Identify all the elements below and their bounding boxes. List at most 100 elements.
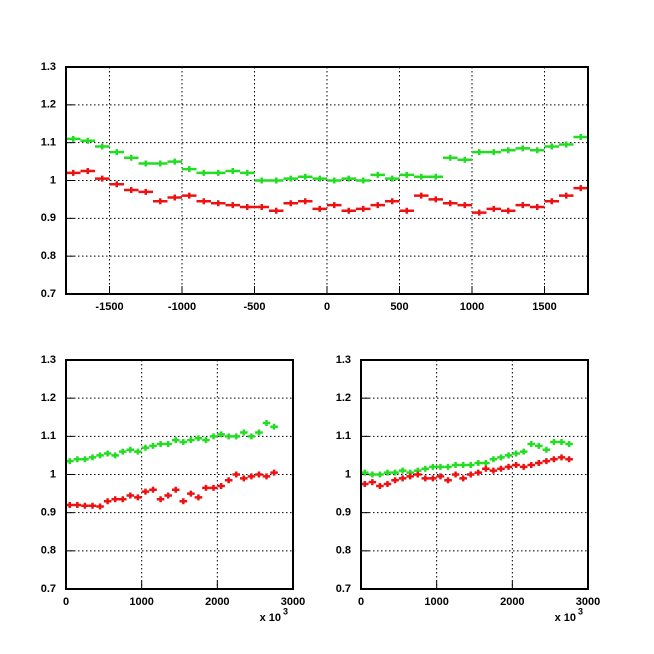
data-point (66, 169, 81, 176)
data-point (298, 198, 313, 205)
data-point (428, 173, 443, 180)
x-tick-label: 1000 (424, 596, 448, 608)
data-point (544, 198, 559, 205)
data-point (399, 207, 414, 214)
y-tick-label: 1 (50, 468, 56, 480)
data-point (327, 177, 342, 184)
x-tick-label: 2000 (500, 596, 524, 608)
data-point (356, 177, 371, 184)
data-point (298, 173, 313, 180)
data-point (497, 454, 505, 461)
data-point (544, 143, 559, 150)
y-tick-label: 1.2 (336, 392, 351, 404)
data-point (436, 463, 445, 470)
data-point (482, 460, 490, 467)
y-tick-label: 1.1 (41, 430, 56, 442)
x-scale-exponent: 3 (283, 606, 288, 616)
x-tick-label: -500 (243, 301, 265, 313)
data-point (225, 202, 240, 209)
data-point (312, 205, 327, 212)
data-point (557, 454, 566, 461)
data-point (167, 194, 182, 201)
data-point (472, 209, 487, 216)
data-point (255, 429, 263, 436)
data-point (153, 198, 168, 205)
data-point (559, 192, 574, 199)
data-point (512, 450, 520, 457)
data-point (376, 471, 384, 478)
data-point (81, 502, 89, 509)
data-point (134, 494, 142, 501)
data-point (126, 446, 135, 453)
data-point (535, 460, 543, 467)
y-tick-label: 0.7 (336, 583, 351, 595)
data-point (515, 202, 530, 209)
data-point (550, 439, 558, 446)
data-point (444, 463, 452, 470)
data-point (111, 496, 119, 503)
x-scale-label: x 10 (555, 612, 576, 624)
data-point (118, 496, 127, 503)
data-point (429, 463, 437, 470)
data-point (370, 171, 385, 178)
data-point (156, 496, 165, 503)
y-tick-label: 0.8 (41, 250, 56, 262)
data-point (134, 448, 142, 455)
data-point (368, 471, 377, 478)
data-point (182, 192, 197, 199)
data-point (530, 147, 545, 154)
data-point (196, 169, 211, 176)
x-scale-label: x 10 (260, 612, 281, 624)
data-point (269, 207, 284, 214)
data-point (96, 503, 104, 510)
data-point (421, 465, 430, 472)
data-point (501, 147, 516, 154)
y-tick-label: 0.9 (336, 507, 351, 519)
data-point (153, 160, 168, 167)
y-tick-label: 0.9 (41, 212, 56, 224)
y-tick-label: 1 (345, 468, 351, 480)
x-tick-label: -1500 (95, 301, 123, 313)
data-point (262, 419, 271, 426)
data-point (383, 469, 392, 476)
data-point (542, 446, 551, 453)
data-point (269, 177, 284, 184)
data-point (111, 452, 119, 459)
data-point (202, 484, 210, 491)
data-point (486, 205, 501, 212)
x-scale-exponent: 3 (578, 606, 583, 616)
data-point (224, 433, 233, 440)
data-point (138, 188, 153, 195)
data-point (88, 454, 97, 461)
y-tick-label: 1.2 (41, 99, 56, 111)
data-point (428, 196, 443, 203)
x-tick-label: 0 (324, 301, 330, 313)
data-point (391, 477, 399, 484)
x-tick-label: 3000 (576, 596, 600, 608)
data-point (217, 482, 225, 489)
data-point (466, 461, 475, 468)
data-point (370, 202, 385, 209)
x-tick-label: 0 (358, 596, 364, 608)
y-tick-label: 0.9 (41, 507, 56, 519)
y-tick-label: 0.7 (41, 288, 56, 300)
data-point (512, 461, 520, 468)
data-point (225, 168, 240, 175)
data-point (398, 475, 407, 482)
data-point (466, 471, 475, 478)
data-point (472, 149, 487, 156)
data-point (187, 490, 195, 497)
data-point (240, 203, 255, 210)
data-point (414, 173, 429, 180)
data-point (247, 433, 256, 440)
data-point (118, 448, 127, 455)
data-point (504, 452, 513, 459)
data-point (573, 133, 588, 140)
data-point (240, 429, 248, 436)
data-point (224, 477, 233, 484)
data-point (66, 502, 74, 509)
data-point (270, 423, 278, 430)
data-point (262, 473, 271, 480)
data-point (406, 473, 414, 480)
